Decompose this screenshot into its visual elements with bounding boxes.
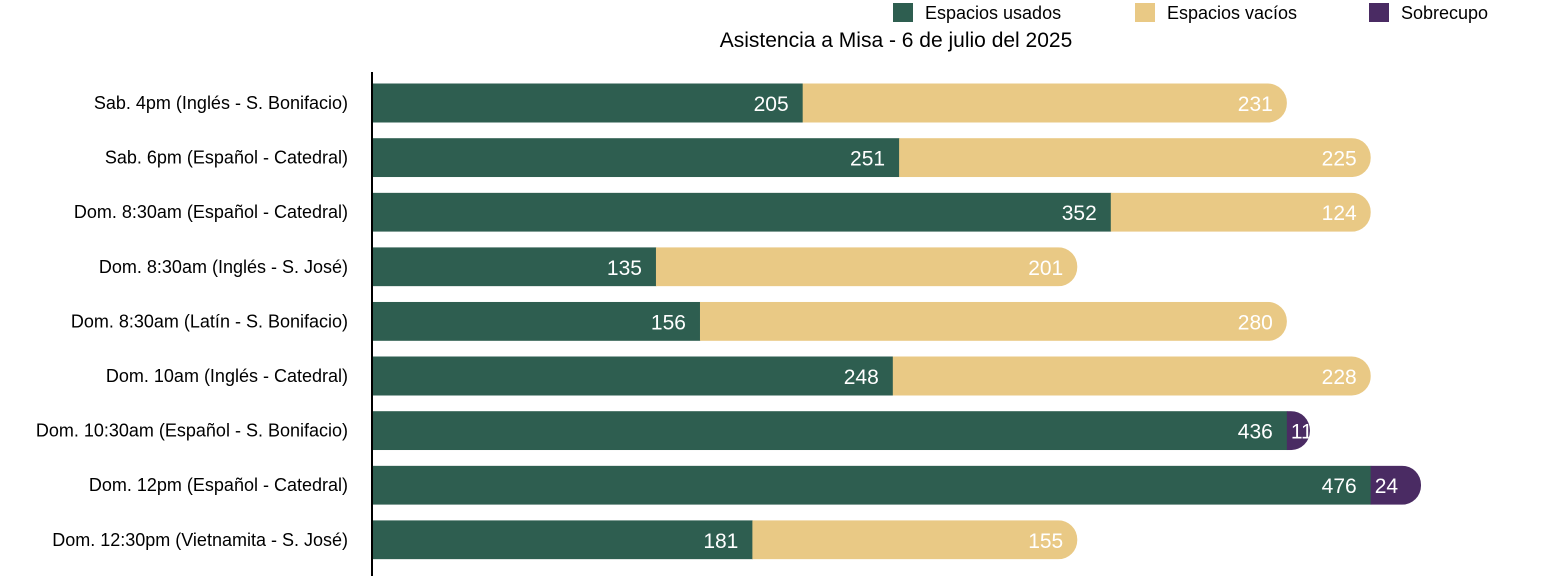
bar-label-5-series-1: 228 xyxy=(1322,366,1357,389)
bar-label-7-series-0: 476 xyxy=(1322,475,1357,498)
bar-row-6: 436 11 xyxy=(373,411,1313,451)
bar-row-8: 181 155 xyxy=(373,520,1078,560)
bar-label-6-series-2: 11 xyxy=(1291,421,1313,444)
legend-swatch-2 xyxy=(1369,3,1389,22)
chart-title: Asistencia a Misa - 6 de julio del 2025 xyxy=(720,29,1073,52)
legend: Espacios usados Espacios vacíos Sobrecupo xyxy=(893,3,1488,23)
legend-label-2: Sobrecupo xyxy=(1401,3,1488,23)
category-label-1: Sab. 6pm (Español - Catedral) xyxy=(105,148,348,168)
bar-label-8-series-0: 181 xyxy=(703,530,738,553)
bar-row-4: 156 280 xyxy=(373,301,1287,341)
bar-4-series-0 xyxy=(373,301,701,341)
bar-label-2-series-0: 352 xyxy=(1062,202,1097,225)
bar-3-series-0 xyxy=(373,247,657,287)
bar-row-3: 135 201 xyxy=(373,247,1078,287)
legend-swatch-1 xyxy=(1135,3,1155,22)
category-labels: Sab. 4pm (Inglés - S. Bonifacio) Sab. 6pm… xyxy=(36,93,348,550)
bar-6-series-0 xyxy=(373,411,1288,451)
bar-8-series-0 xyxy=(373,520,753,560)
bar-label-3-series-1: 201 xyxy=(1028,257,1063,280)
category-label-4: Dom. 8:30am (Latín - S. Bonifacio) xyxy=(71,311,348,331)
bar-row-0: 205 231 xyxy=(373,83,1287,123)
bar-8-series-1 xyxy=(752,520,1078,560)
bar-row-5: 248 228 xyxy=(373,356,1371,396)
bar-label-0-series-1: 231 xyxy=(1238,93,1273,116)
bar-0-series-0 xyxy=(373,83,804,123)
bar-4-series-1 xyxy=(699,301,1287,341)
bar-row-2: 352 124 xyxy=(373,192,1371,232)
bar-label-3-series-0: 135 xyxy=(607,257,642,280)
bar-label-4-series-1: 280 xyxy=(1238,311,1273,334)
bar-3-series-1 xyxy=(655,247,1078,287)
bar-label-1-series-0: 251 xyxy=(850,148,885,171)
bar-row-7: 476 24 xyxy=(373,465,1421,505)
category-label-7: Dom. 12pm (Español - Catedral) xyxy=(89,475,348,495)
category-label-3: Dom. 8:30am (Inglés - S. José) xyxy=(99,257,348,277)
bar-1-series-0 xyxy=(373,138,900,178)
category-label-2: Dom. 8:30am (Español - Catedral) xyxy=(74,202,348,222)
category-label-6: Dom. 10:30am (Español - S. Bonifacio) xyxy=(36,421,348,441)
bar-0-series-1 xyxy=(802,83,1287,123)
bar-5-series-0 xyxy=(373,356,894,396)
bar-label-7-series-2: 24 xyxy=(1375,475,1399,498)
bar-label-2-series-1: 124 xyxy=(1322,202,1357,225)
bar-label-6-series-0: 436 xyxy=(1238,421,1273,444)
bars: 205 231 251 225 352 124 135 201 156 280 248 228 436 1… xyxy=(373,83,1421,560)
bar-2-series-0 xyxy=(373,192,1112,232)
bar-7-series-2 xyxy=(1370,465,1421,505)
legend-label-0: Espacios usados xyxy=(925,3,1061,23)
bar-1-series-1 xyxy=(899,138,1371,178)
bar-row-1: 251 225 xyxy=(373,138,1371,178)
bar-6-series-2 xyxy=(1286,411,1310,451)
category-label-5: Dom. 10am (Inglés - Catedral) xyxy=(106,366,348,386)
legend-label-1: Espacios vacíos xyxy=(1167,3,1297,23)
legend-swatch-0 xyxy=(893,3,913,22)
bar-label-1-series-1: 225 xyxy=(1322,148,1357,171)
bar-2-series-1 xyxy=(1110,192,1371,232)
category-label-8: Dom. 12:30pm (Vietnamita - S. José) xyxy=(52,530,348,550)
bar-7-series-0 xyxy=(373,465,1372,505)
bar-5-series-1 xyxy=(892,356,1371,396)
bar-label-8-series-1: 155 xyxy=(1028,530,1063,553)
category-label-0: Sab. 4pm (Inglés - S. Bonifacio) xyxy=(94,93,348,113)
bar-label-0-series-0: 205 xyxy=(754,93,789,116)
bar-label-5-series-0: 248 xyxy=(844,366,879,389)
bar-label-4-series-0: 156 xyxy=(651,311,686,334)
